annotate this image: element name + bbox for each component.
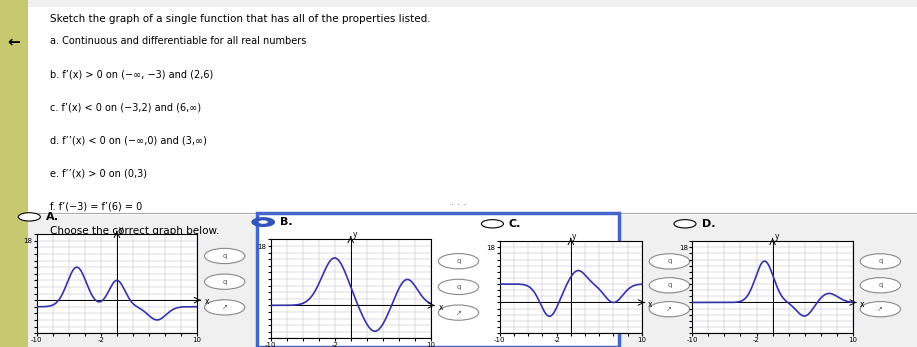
Text: g. f’’(x) = 0 at (0,3) and (3,4): g. f’’(x) = 0 at (0,3) and (3,4) (50, 234, 193, 244)
Text: q: q (878, 282, 882, 288)
Circle shape (204, 248, 245, 264)
Circle shape (674, 220, 696, 228)
Text: B.: B. (280, 217, 293, 227)
Text: ↗: ↗ (456, 310, 461, 316)
Circle shape (204, 300, 245, 315)
Text: a. Continuous and differentiable for all real numbers: a. Continuous and differentiable for all… (50, 36, 307, 46)
Text: c. f’(x) < 0 on (−3,2) and (6,∞): c. f’(x) < 0 on (−3,2) and (6,∞) (50, 102, 202, 112)
Text: ↗: ↗ (878, 306, 883, 312)
Circle shape (252, 218, 274, 226)
Text: Choose the correct graph below.: Choose the correct graph below. (50, 226, 220, 236)
Circle shape (860, 254, 900, 269)
Text: ↗: ↗ (667, 306, 672, 312)
Bar (0, 0, 28, 347)
Text: y: y (572, 232, 577, 241)
Text: q: q (668, 259, 671, 264)
Text: q: q (223, 253, 226, 259)
Circle shape (204, 274, 245, 289)
Text: q: q (878, 259, 882, 264)
Text: D.: D. (702, 219, 715, 229)
Text: A.: A. (46, 212, 59, 222)
Text: x: x (860, 299, 865, 308)
Circle shape (481, 220, 503, 228)
Text: · · ·: · · · (451, 200, 466, 210)
Text: d. f’’(x) < 0 on (−∞,0) and (3,∞): d. f’’(x) < 0 on (−∞,0) and (3,∞) (50, 135, 207, 145)
Circle shape (18, 213, 40, 221)
Text: q: q (223, 279, 226, 285)
Text: f. f’(−3) = f’(6) = 0: f. f’(−3) = f’(6) = 0 (50, 201, 143, 211)
Text: x: x (438, 303, 443, 312)
Text: C.: C. (509, 219, 521, 229)
Circle shape (860, 278, 900, 293)
Circle shape (438, 305, 479, 320)
Text: e. f’’(x) > 0 on (0,3): e. f’’(x) > 0 on (0,3) (50, 168, 148, 178)
Text: ↗: ↗ (222, 304, 227, 311)
Text: y: y (118, 225, 123, 234)
Text: x: x (204, 297, 209, 306)
Text: q: q (668, 282, 671, 288)
Text: y: y (352, 230, 357, 239)
Circle shape (649, 254, 690, 269)
Circle shape (649, 302, 690, 317)
Circle shape (438, 279, 479, 295)
Text: Sketch the graph of a single function that has all of the properties listed.: Sketch the graph of a single function th… (50, 14, 431, 24)
Circle shape (649, 278, 690, 293)
Circle shape (259, 220, 268, 224)
Circle shape (860, 302, 900, 317)
Text: q: q (457, 284, 460, 290)
Text: ←: ← (7, 34, 20, 49)
Text: x: x (648, 299, 653, 308)
Text: b. f’(x) > 0 on (−∞, −3) and (2,6): b. f’(x) > 0 on (−∞, −3) and (2,6) (50, 69, 214, 79)
Text: y: y (774, 232, 779, 241)
Text: q: q (457, 258, 460, 264)
Bar (28, 7, 917, 215)
Circle shape (438, 254, 479, 269)
Bar (257, 213, 619, 347)
